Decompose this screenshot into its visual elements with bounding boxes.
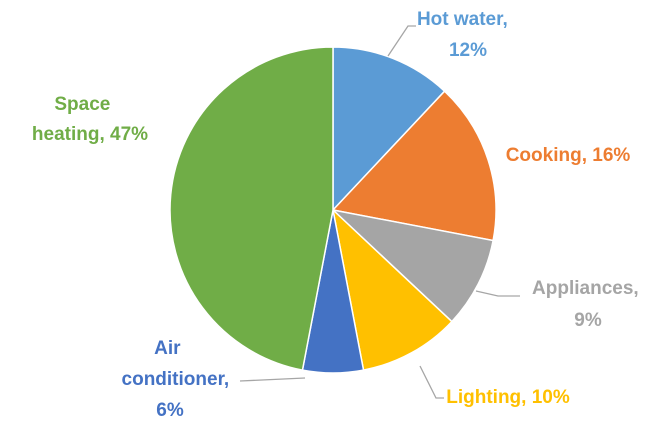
data-label: Lighting, 10% [446,387,570,408]
data-label: Cooking, 16% [506,145,631,166]
slice [169,46,334,371]
data-label: Space heating, 47% [32,94,148,145]
slice [331,207,453,371]
slice [331,90,497,242]
data-label: Appliances, 9% [532,278,644,331]
data-label: Air conditioner, 6% [122,338,235,421]
leader-line [387,25,416,57]
pie [169,46,497,374]
slice [332,46,446,212]
slice [330,208,494,323]
leader-line [475,290,520,297]
data-label: Hot water, 12% [417,9,513,61]
leader-line [239,377,306,382]
leader-line [419,365,444,399]
labels: Hot water, 12% Cooking, 16% Appliances, 9%… [32,9,644,421]
